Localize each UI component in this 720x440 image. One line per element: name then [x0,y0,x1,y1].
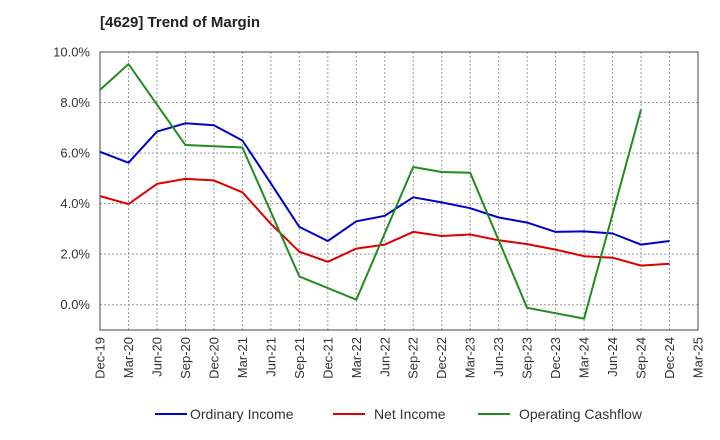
x-tick-label: Dec-21 [320,337,335,379]
x-tick-label: Mar-23 [463,337,478,378]
chart-title: [4629] Trend of Margin [100,14,261,31]
series-line-ordinary-income [99,122,670,246]
series-line-net-income [99,177,670,267]
x-tick-label: Mar-20 [121,337,136,378]
y-tick-label: 8.0% [60,95,90,110]
x-tick-label: Sep-23 [520,337,535,379]
x-tick-label: Jun-21 [263,337,278,377]
x-tick-label: Dec-19 [93,337,108,379]
legend-label: Net Income [374,406,446,422]
x-tick-label: Mar-24 [577,337,592,378]
y-tick-label: 0.0% [60,297,90,312]
x-tick-label: Dec-23 [548,337,563,379]
x-tick-label: Dec-24 [662,337,677,379]
x-tick-label: Sep-21 [292,337,307,379]
x-tick-label: Jun-23 [491,337,506,377]
x-tick-label: Sep-22 [406,337,421,379]
legend-label: Operating Cashflow [519,406,643,422]
x-tick-label: Mar-22 [349,337,364,378]
x-tick-label: Mar-21 [235,337,250,378]
y-tick-label: 4.0% [60,196,90,211]
plot-frame [99,51,699,331]
legend-label: Ordinary Income [190,406,294,422]
y-tick-label: 6.0% [60,146,90,161]
x-tick-label: Sep-20 [178,337,193,379]
x-tick-label: Mar-25 [691,337,706,378]
y-tick-label: 2.0% [60,247,90,262]
y-tick-label: 10.0% [53,45,90,60]
x-tick-label: Sep-24 [634,337,649,379]
x-tick-label: Jun-24 [605,337,620,377]
series-line-operating-cashflow [99,63,642,320]
x-tick-label: Jun-20 [149,337,164,377]
x-tick-label: Dec-20 [206,337,221,379]
x-tick-label: Dec-22 [434,337,449,379]
x-tick-label: Jun-22 [377,337,392,377]
